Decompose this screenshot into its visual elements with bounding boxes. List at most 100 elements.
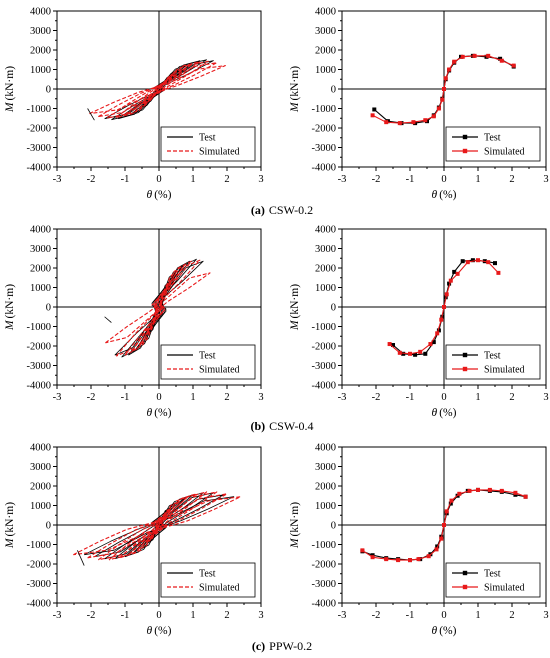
- y-tick-label: -1000: [312, 104, 337, 115]
- simulated-loop: [105, 272, 211, 344]
- plot-area: [370, 53, 516, 126]
- legend-box: [160, 126, 256, 162]
- y-tick-label: -1000: [27, 322, 52, 333]
- y-tick-label: 2000: [30, 482, 51, 493]
- data-point-simulated: [418, 349, 423, 354]
- data-point-simulated: [442, 305, 446, 309]
- y-tick-label: 4000: [315, 7, 336, 18]
- test-tail: [77, 550, 85, 566]
- y-tick-label: -4000: [312, 163, 337, 174]
- x-tick-label: 3: [258, 392, 263, 403]
- x-axis-unit: (%): [439, 407, 456, 419]
- x-tick-label: -2: [87, 610, 96, 621]
- x-tick-label: -3: [53, 610, 62, 621]
- y-tick-label: -4000: [312, 381, 337, 392]
- caption-c-name: PPW-0.2: [269, 639, 312, 653]
- y-tick-label: 3000: [315, 244, 336, 255]
- legend-entry-test: Test: [199, 351, 216, 362]
- data-point-simulated: [384, 557, 389, 562]
- plot-area: [73, 491, 242, 566]
- x-tick-label: 0: [441, 610, 446, 621]
- y-tick-label: 1000: [315, 501, 336, 512]
- legend: Test Simulated: [445, 562, 541, 598]
- y-tick-label: 2000: [30, 264, 51, 275]
- data-point-simulated: [513, 490, 518, 495]
- chart-b-skeleton: -3 -2 -1 0 1 2 3 -4000 -3000 -2000 -1000 0 1000 2000 3…: [289, 225, 549, 420]
- data-point-test: [423, 351, 428, 356]
- data-point-simulated: [486, 53, 491, 58]
- y-tick-label: 2000: [315, 46, 336, 57]
- legend-entry-simulated: Simulated: [484, 583, 525, 594]
- test-tail: [87, 108, 95, 121]
- y-tick-label: 4000: [30, 7, 51, 18]
- y-tick-label: 3000: [315, 462, 336, 473]
- y-tick-label: -2000: [27, 124, 52, 135]
- x-tick-label: -1: [406, 610, 415, 621]
- data-point-simulated: [449, 498, 454, 503]
- y-tick-label: -3000: [27, 361, 52, 372]
- y-tick-label: -4000: [27, 163, 52, 174]
- x-axis-label: θ (%): [147, 625, 172, 637]
- caption-b-name: CSW-0.4: [269, 419, 313, 433]
- data-point-simulated: [396, 558, 401, 563]
- data-point-simulated: [499, 58, 504, 63]
- x-axis-unit: (%): [439, 189, 456, 201]
- caption-c: (c) PPW-0.2: [252, 639, 312, 653]
- x-tick-label: -1: [121, 174, 130, 185]
- data-point-simulated: [442, 523, 446, 527]
- data-point-simulated: [486, 260, 491, 265]
- data-point-simulated: [460, 54, 465, 59]
- chart-c-skeleton: -3 -2 -1 0 1 2 3 -4000 -3000 -2000 -1000 0 1000 2000 3…: [289, 443, 549, 638]
- legend-marker: [462, 134, 468, 140]
- y-tick-label: 2000: [315, 264, 336, 275]
- y-axis-unit: (kN·m): [289, 66, 301, 101]
- y-tick-label: -4000: [27, 381, 52, 392]
- x-tick-label: 1: [475, 174, 480, 185]
- x-tick-label: 2: [224, 174, 229, 185]
- legend-entry-simulated: Simulated: [484, 365, 525, 376]
- y-tick-label: 0: [331, 303, 336, 314]
- data-point-simulated: [423, 118, 428, 123]
- data-point-simulated: [487, 487, 492, 492]
- x-tick-label: -2: [372, 392, 381, 403]
- simulated-loop: [87, 493, 228, 559]
- y-tick-label: -3000: [312, 143, 337, 154]
- data-point-simulated: [384, 120, 389, 125]
- x-axis-unit: (%): [154, 407, 171, 419]
- legend-entry-test: Test: [484, 133, 501, 144]
- legend-entry-simulated: Simulated: [484, 147, 525, 158]
- data-point-simulated: [444, 509, 449, 514]
- x-tick-label: -1: [121, 610, 130, 621]
- legend: Test Simulated: [160, 562, 256, 598]
- simulated-loop: [137, 501, 180, 551]
- data-point-test: [460, 259, 465, 264]
- data-point-simulated: [428, 342, 433, 347]
- simulated-loop: [73, 496, 242, 556]
- data-point-simulated: [426, 554, 431, 559]
- data-point-simulated: [523, 494, 528, 499]
- legend-marker: [462, 148, 468, 154]
- x-tick-label: -3: [53, 392, 62, 403]
- chart-b-hysteresis: -3 -2 -1 0 1 2 3 -4000 -3000 -2000 -1000 0 1000 2000 3…: [4, 225, 264, 420]
- chart-c-hysteresis: -3 -2 -1 0 1 2 3 -4000 -3000 -2000 -1000 0 1000 2000 3…: [4, 443, 264, 638]
- y-axis-symbol: M: [4, 537, 16, 549]
- data-point-simulated: [387, 342, 392, 347]
- simulated-loop: [128, 496, 189, 556]
- data-point-simulated: [499, 488, 504, 493]
- x-tick-label: 0: [441, 392, 446, 403]
- y-tick-label: 3000: [315, 26, 336, 37]
- simulated-loop: [115, 61, 201, 119]
- legend: Test Simulated: [160, 344, 256, 380]
- plot-area: [104, 258, 211, 358]
- x-axis-label: θ (%): [147, 407, 172, 419]
- y-tick-label: -3000: [312, 579, 337, 590]
- x-tick-label: 1: [475, 610, 480, 621]
- y-tick-label: 0: [46, 303, 51, 314]
- y-tick-label: 4000: [30, 443, 51, 454]
- simulated-loop: [89, 65, 226, 115]
- legend-box: [160, 562, 256, 598]
- y-tick-label: 4000: [30, 225, 51, 236]
- y-tick-label: 0: [46, 521, 51, 532]
- data-point-simulated: [452, 59, 457, 64]
- simulated-loop: [119, 493, 197, 559]
